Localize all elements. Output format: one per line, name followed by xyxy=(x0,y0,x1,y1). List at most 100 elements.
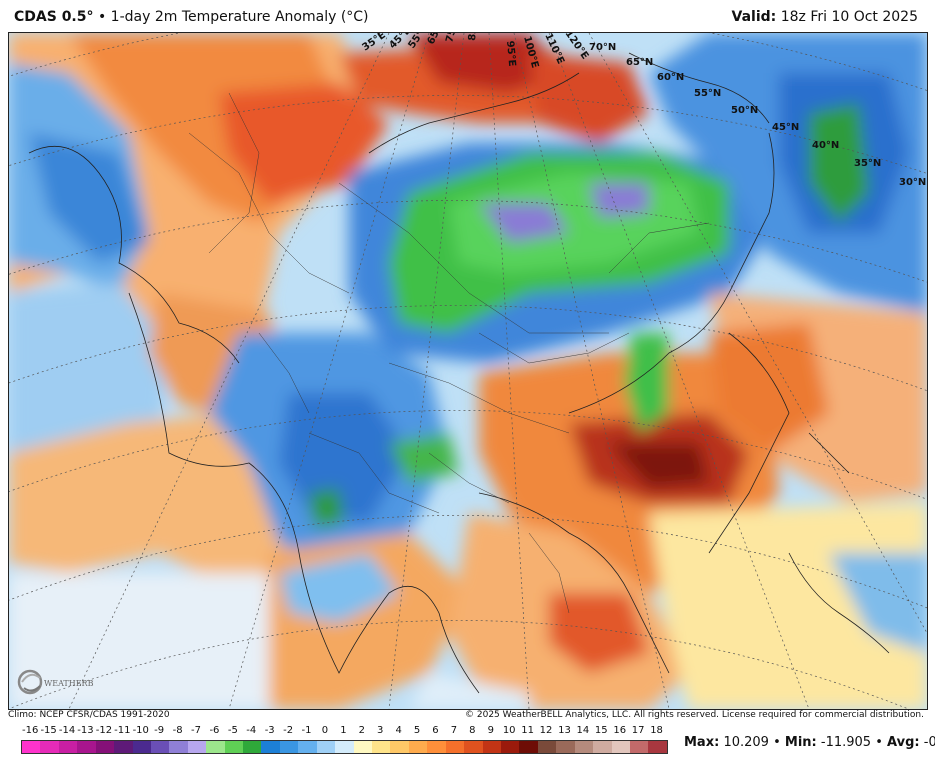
colorbar-tick-label: -4 xyxy=(246,725,257,736)
colorbar-tick-label: 1 xyxy=(340,725,347,736)
colorbar-tick-label: -11 xyxy=(114,725,131,736)
lat-label-30n: 30°N xyxy=(899,177,926,188)
colorbar xyxy=(21,740,668,754)
colorbar-tick-label: 14 xyxy=(576,725,590,736)
climo-note: Climo: NCEP CFSR/CDAS 1991-2020 xyxy=(8,710,170,720)
colorbar-tick-label: -9 xyxy=(154,725,165,736)
colorbar-tick-label: 5 xyxy=(413,725,421,736)
colorbar-swatch xyxy=(537,741,557,753)
colorbar-tick-label: 11 xyxy=(521,725,534,736)
copyright-note: © 2025 WeatherBELL Analytics, LLC. All r… xyxy=(465,710,924,720)
map-canvas: 70°N 65°N 60°N 55°N 50°N 45°N 40°N 35°N … xyxy=(9,33,927,709)
colorbar-tick-label: 16 xyxy=(613,725,627,736)
colorbar-tick-label: 7 xyxy=(450,725,458,736)
colorbar-tick-label: -5 xyxy=(227,725,238,736)
coastlines xyxy=(28,52,890,694)
lon-label-85e: 85°E xyxy=(467,33,480,41)
colorbar-swatch xyxy=(390,741,409,753)
colorbar-tick-label: 10 xyxy=(502,725,516,736)
colorbar-tick-label: 9 xyxy=(487,725,494,736)
colorbar-swatch xyxy=(427,741,446,753)
colorbar-tick-label: -3 xyxy=(264,725,275,736)
lat-label-40n: 40°N xyxy=(812,140,839,151)
colorbar-swatch xyxy=(22,741,41,753)
swirl-icon: WEATHERBELL xyxy=(17,669,111,695)
colorbar-tick-label: -14 xyxy=(58,725,76,736)
colorbar-tick-label: -1 xyxy=(301,725,312,736)
colorbar-swatch xyxy=(261,741,280,753)
stats-separator: • xyxy=(773,735,785,750)
colorbar-swatch xyxy=(58,741,78,753)
colorbar-swatch xyxy=(574,741,594,753)
colorbar-swatch xyxy=(224,741,244,753)
colorbar-swatch xyxy=(206,741,225,753)
colorbar-tick-label: -16 xyxy=(22,725,39,736)
colorbar-tick-label: 2 xyxy=(358,725,365,736)
colorbar-swatch xyxy=(464,741,483,753)
colorbar-tick-label: -12 xyxy=(95,725,113,736)
colorbar-swatch xyxy=(353,741,373,753)
colorbar-tick-label: 0 xyxy=(321,725,329,736)
lat-label-60n: 60°N xyxy=(657,72,684,83)
latitude-labels: 70°N 65°N 60°N 55°N 50°N 45°N 40°N 35°N … xyxy=(589,42,926,188)
colorbar-swatch xyxy=(95,741,115,753)
logo-text: WEATHERBELL xyxy=(44,679,94,688)
title-separator: • xyxy=(97,9,107,25)
colorbar-swatch xyxy=(169,741,188,753)
colorbar-swatch xyxy=(132,741,151,753)
colorbar-swatch xyxy=(298,741,317,753)
colorbar-tick-label: 3 xyxy=(377,725,384,736)
colorbar-tick-label: -6 xyxy=(209,725,220,736)
colorbar-tick-label: -15 xyxy=(40,725,57,736)
stats-readout: Max: 10.209 • Min: -11.905 • Avg: -0.031 xyxy=(684,735,935,750)
temperature-anomaly-map: 70°N 65°N 60°N 55°N 50°N 45°N 40°N 35°N … xyxy=(8,32,928,710)
colorbar-swatch xyxy=(556,741,575,753)
min-label: Min: xyxy=(784,735,817,750)
colorbar-swatch xyxy=(279,741,299,753)
stats-separator: • xyxy=(875,735,888,750)
graticule xyxy=(9,33,927,709)
colorbar-swatch xyxy=(372,741,391,753)
field-name: 1-day 2m Temperature Anomaly (°C) xyxy=(110,9,369,25)
model-name: CDAS 0.5° xyxy=(14,9,94,25)
avg-label: Avg: xyxy=(887,735,920,750)
colorbar-swatch xyxy=(500,741,520,753)
colorbar-swatch xyxy=(408,741,428,753)
colorbar-tick-label: 4 xyxy=(395,725,402,736)
valid-time: Valid: 18z Fri 10 Oct 2025 xyxy=(732,9,918,25)
colorbar-tick-label: 6 xyxy=(432,725,439,736)
max-value: 10.209 xyxy=(723,735,769,750)
colorbar-swatch xyxy=(316,741,336,753)
colorbar-tick-label: 12 xyxy=(539,725,553,736)
colorbar-swatch xyxy=(482,741,501,753)
colorbar-swatch xyxy=(648,741,667,753)
header: CDAS 0.5° • 1-day 2m Temperature Anomaly… xyxy=(0,0,935,32)
avg-value: -0.031 xyxy=(923,735,935,750)
lat-label-50n: 50°N xyxy=(731,105,758,116)
lat-label-55n: 55°N xyxy=(694,88,721,99)
min-value: -11.905 xyxy=(820,735,872,750)
map-title: CDAS 0.5° • 1-day 2m Temperature Anomaly… xyxy=(14,9,369,25)
weatherbell-logo: WEATHERBELL xyxy=(16,664,111,702)
country-borders xyxy=(188,92,710,614)
colorbar-tick-label: -8 xyxy=(172,725,183,736)
valid-value: 18z Fri 10 Oct 2025 xyxy=(780,9,918,25)
colorbar-tick-label: -2 xyxy=(283,725,294,736)
colorbar-swatch xyxy=(150,741,170,753)
lat-label-65n: 65°N xyxy=(626,57,653,68)
colorbar-ticks: -16 -15 -14 -13 -12 -11 -10 -9 -8 -7 -6 -5 -4 -3 -2 -1 0… xyxy=(21,725,666,738)
colorbar-swatch xyxy=(77,741,96,753)
lon-label-75e: 75°E xyxy=(444,33,461,44)
colorbar-tick-label: 15 xyxy=(594,725,608,736)
colorbar-tick-label: 18 xyxy=(650,725,663,736)
colorbar-swatch xyxy=(335,741,354,753)
max-label: Max: xyxy=(684,735,720,750)
lat-label-70n: 70°N xyxy=(589,42,616,53)
colorbar-swatch xyxy=(243,741,262,753)
lat-label-45n: 45°N xyxy=(772,122,799,133)
colorbar-swatch xyxy=(611,741,630,753)
colorbar-tick-label: 8 xyxy=(469,725,476,736)
colorbar-swatch xyxy=(187,741,207,753)
colorbar-tick-label: 17 xyxy=(631,725,645,736)
colorbar-tick-label: -13 xyxy=(77,725,94,736)
